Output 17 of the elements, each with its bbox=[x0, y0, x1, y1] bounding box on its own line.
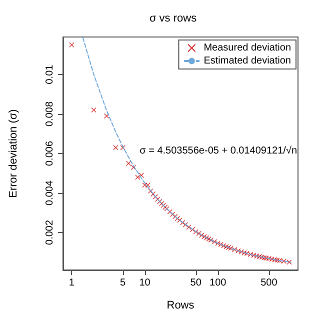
x-tick-label: 100 bbox=[210, 278, 227, 288]
y-tick-label: 0.006 bbox=[44, 140, 56, 166]
y-tick-label: 0.008 bbox=[44, 101, 56, 127]
x-tick-label: 5 bbox=[120, 278, 126, 288]
y-tick-label: 0.01 bbox=[44, 64, 56, 84]
y-axis-title: Error deviation (σ) bbox=[8, 109, 20, 198]
x-tick-label: 50 bbox=[190, 278, 202, 288]
legend-label: Estimated deviation bbox=[204, 56, 292, 66]
x-tick-label: 10 bbox=[139, 278, 151, 288]
annotation: σ = 4.503556e-05 + 0.01409121/√n bbox=[140, 146, 298, 156]
x-tick-label: 1 bbox=[68, 278, 75, 288]
x-axis-title: Rows bbox=[166, 300, 195, 312]
y-tick-label: 0.002 bbox=[44, 220, 56, 245]
chart-title: σ vs rows bbox=[149, 12, 198, 24]
y-tick-label: 0.004 bbox=[44, 180, 56, 206]
legend-label: Measured deviation bbox=[204, 42, 292, 54]
x-tick-label: 500 bbox=[260, 278, 278, 288]
